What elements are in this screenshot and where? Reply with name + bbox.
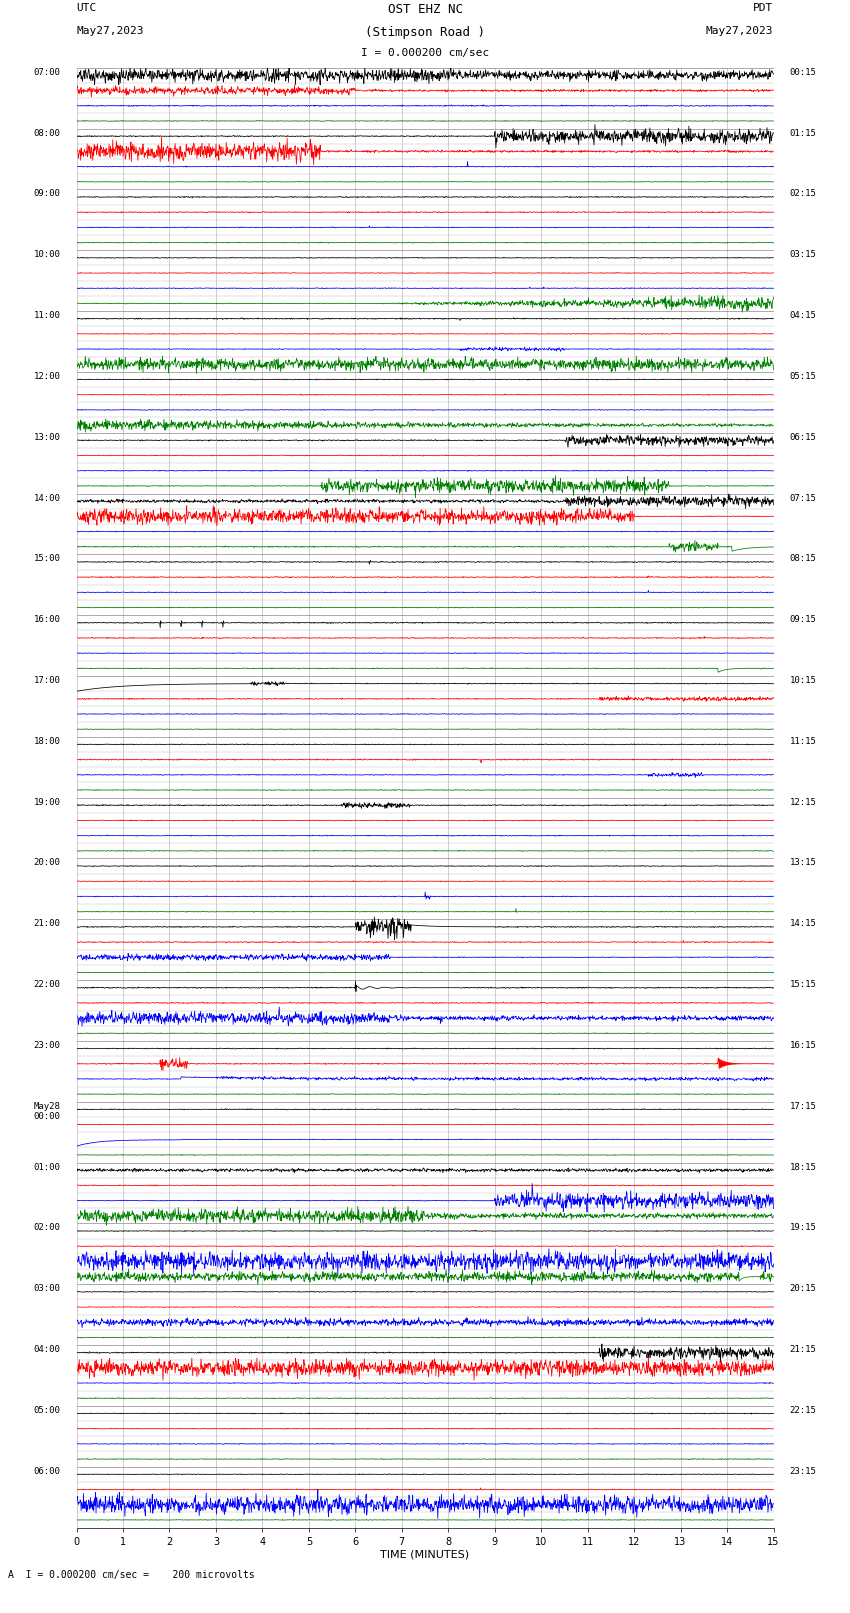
- Text: 10:00: 10:00: [33, 250, 60, 260]
- Text: 12:15: 12:15: [790, 798, 817, 806]
- Text: OST EHZ NC: OST EHZ NC: [388, 3, 462, 16]
- Text: 09:00: 09:00: [33, 189, 60, 198]
- Text: 16:15: 16:15: [790, 1040, 817, 1050]
- Text: 22:15: 22:15: [790, 1407, 817, 1415]
- Text: 03:15: 03:15: [790, 250, 817, 260]
- Text: 15:15: 15:15: [790, 981, 817, 989]
- Text: 05:00: 05:00: [33, 1407, 60, 1415]
- Text: 00:15: 00:15: [790, 68, 817, 77]
- Text: May28
00:00: May28 00:00: [33, 1102, 60, 1121]
- Text: 10:15: 10:15: [790, 676, 817, 686]
- Text: 14:00: 14:00: [33, 494, 60, 503]
- Text: 18:00: 18:00: [33, 737, 60, 745]
- Text: 21:00: 21:00: [33, 919, 60, 927]
- Text: 23:15: 23:15: [790, 1466, 817, 1476]
- Text: 04:15: 04:15: [790, 311, 817, 319]
- Text: 06:00: 06:00: [33, 1466, 60, 1476]
- Text: 20:00: 20:00: [33, 858, 60, 868]
- Text: (Stimpson Road ): (Stimpson Road ): [365, 26, 485, 39]
- Text: 13:00: 13:00: [33, 432, 60, 442]
- Text: 03:00: 03:00: [33, 1284, 60, 1294]
- Text: 21:15: 21:15: [790, 1345, 817, 1353]
- Text: 01:00: 01:00: [33, 1163, 60, 1171]
- Text: 01:15: 01:15: [790, 129, 817, 137]
- Text: 15:00: 15:00: [33, 555, 60, 563]
- Text: 07:00: 07:00: [33, 68, 60, 77]
- Text: I = 0.000200 cm/sec: I = 0.000200 cm/sec: [361, 48, 489, 58]
- Text: 02:00: 02:00: [33, 1223, 60, 1232]
- Text: 14:15: 14:15: [790, 919, 817, 927]
- Text: 11:15: 11:15: [790, 737, 817, 745]
- Text: 04:00: 04:00: [33, 1345, 60, 1353]
- Text: 08:15: 08:15: [790, 555, 817, 563]
- Text: PDT: PDT: [753, 3, 774, 13]
- Text: 05:15: 05:15: [790, 373, 817, 381]
- Text: 02:15: 02:15: [790, 189, 817, 198]
- Text: 07:15: 07:15: [790, 494, 817, 503]
- Text: A  I = 0.000200 cm/sec =    200 microvolts: A I = 0.000200 cm/sec = 200 microvolts: [8, 1569, 255, 1581]
- Text: 18:15: 18:15: [790, 1163, 817, 1171]
- Text: 17:15: 17:15: [790, 1102, 817, 1111]
- Text: 20:15: 20:15: [790, 1284, 817, 1294]
- Text: 19:00: 19:00: [33, 798, 60, 806]
- Text: UTC: UTC: [76, 3, 97, 13]
- Text: 17:00: 17:00: [33, 676, 60, 686]
- Text: 23:00: 23:00: [33, 1040, 60, 1050]
- X-axis label: TIME (MINUTES): TIME (MINUTES): [381, 1550, 469, 1560]
- Text: 16:00: 16:00: [33, 615, 60, 624]
- Text: 13:15: 13:15: [790, 858, 817, 868]
- Text: 06:15: 06:15: [790, 432, 817, 442]
- Text: May27,2023: May27,2023: [76, 26, 144, 35]
- Text: 22:00: 22:00: [33, 981, 60, 989]
- Text: 19:15: 19:15: [790, 1223, 817, 1232]
- Text: May27,2023: May27,2023: [706, 26, 774, 35]
- Text: 09:15: 09:15: [790, 615, 817, 624]
- Text: 08:00: 08:00: [33, 129, 60, 137]
- Text: 12:00: 12:00: [33, 373, 60, 381]
- Text: 11:00: 11:00: [33, 311, 60, 319]
